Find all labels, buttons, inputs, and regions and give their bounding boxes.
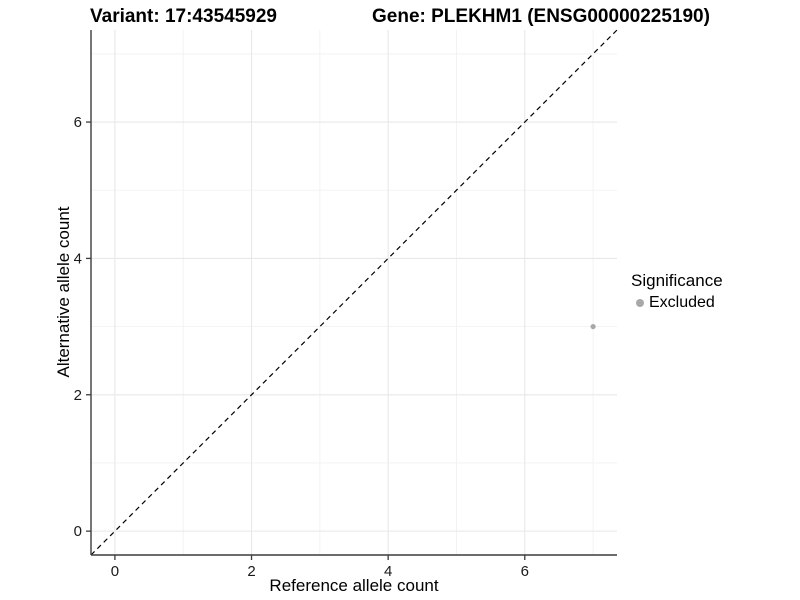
legend-title: Significance bbox=[631, 271, 723, 290]
x-tick-label: 6 bbox=[521, 563, 529, 580]
legend-item-label: Excluded bbox=[649, 294, 715, 311]
y-axis-title: Alternative allele count bbox=[54, 206, 73, 378]
identity-dashed-line bbox=[90, 29, 618, 556]
x-tick-label: 4 bbox=[384, 563, 392, 580]
x-tick-label: 2 bbox=[247, 563, 255, 580]
x-axis-title: Reference allele count bbox=[269, 576, 439, 595]
data-point bbox=[590, 323, 596, 330]
legend: Significance Excluded bbox=[631, 271, 723, 312]
y-tick-label: 6 bbox=[74, 114, 82, 131]
plot-title-gene: Gene: PLEKHM1 (ENSG00000225190) bbox=[372, 6, 710, 27]
plot-title-variant: Variant: 17:43545929 bbox=[90, 6, 277, 27]
y-tick-label: 4 bbox=[74, 250, 82, 267]
y-tick-label: 2 bbox=[74, 387, 82, 404]
legend-key-dot bbox=[636, 299, 644, 307]
y-tick-label: 0 bbox=[74, 523, 82, 540]
x-tick-label: 0 bbox=[111, 563, 119, 580]
legend-item-excluded: Excluded bbox=[631, 294, 723, 312]
